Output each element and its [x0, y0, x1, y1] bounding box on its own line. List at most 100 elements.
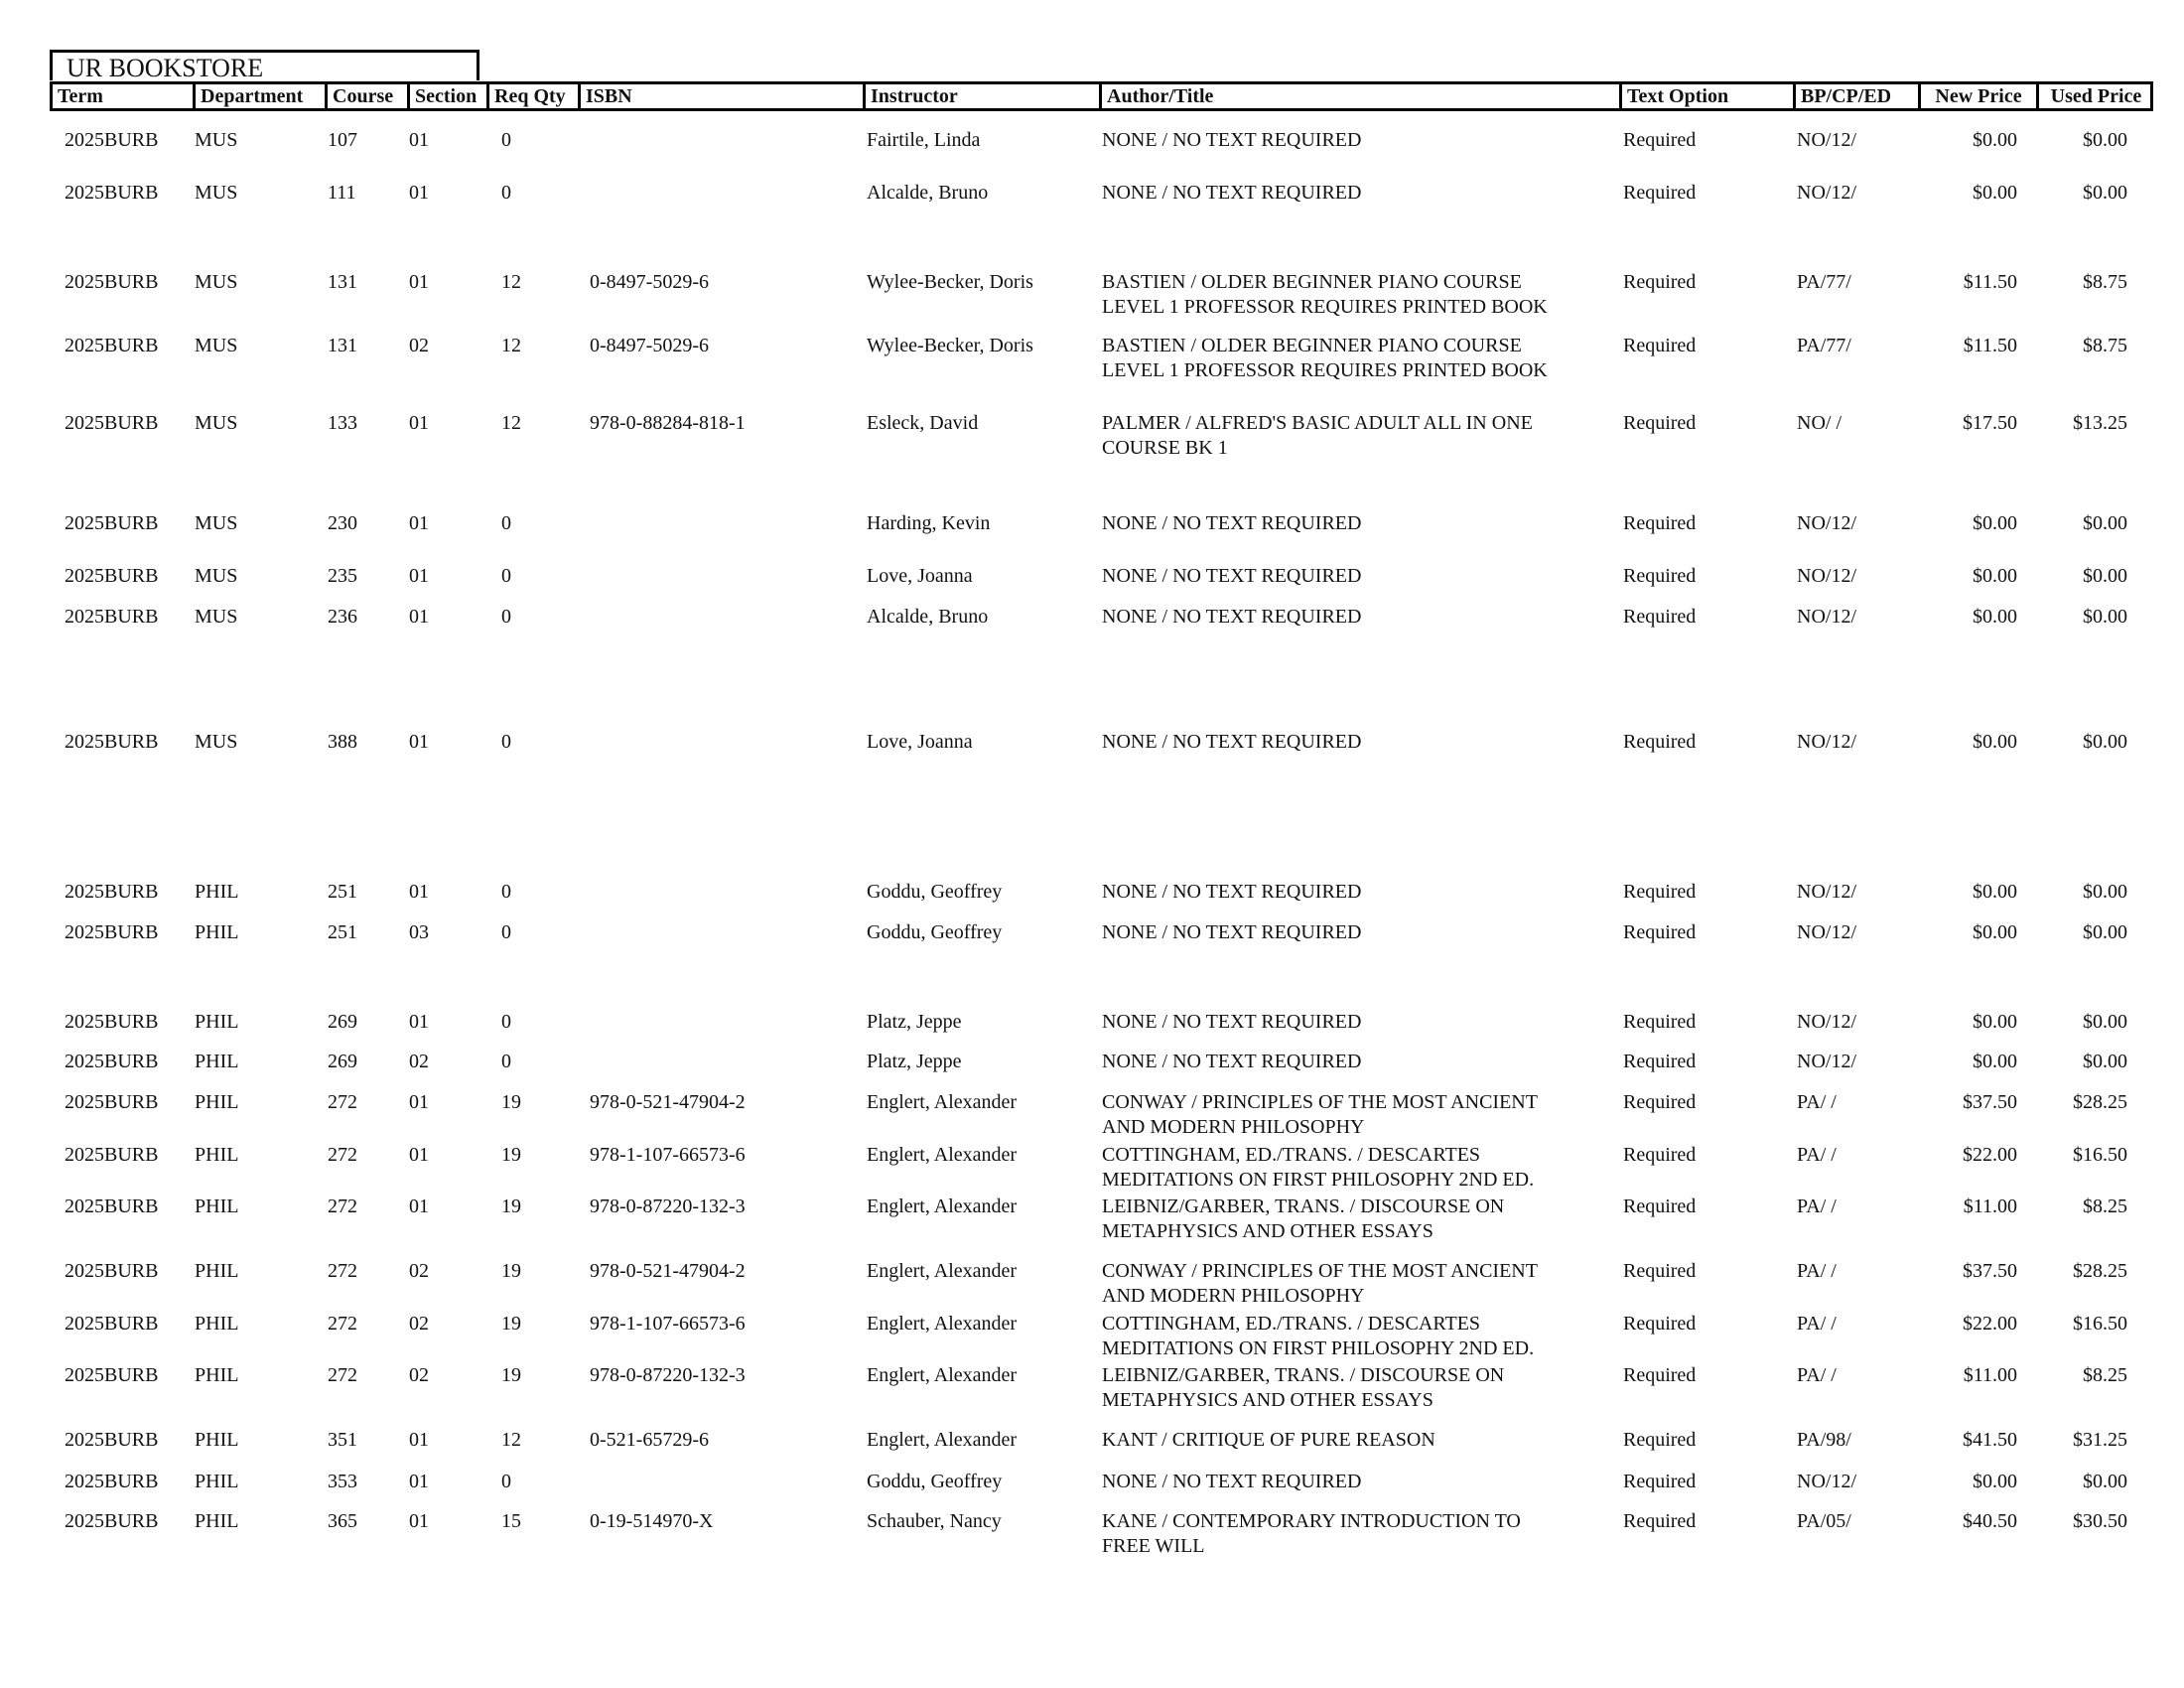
cell-section: 02: [409, 335, 429, 356]
cell-option: Required: [1623, 271, 1697, 293]
cell-instructor: Englert, Alexander: [867, 1260, 1018, 1282]
cell-term: 2025BURB: [65, 1313, 159, 1335]
cell-bp: PA/ /: [1797, 1364, 1837, 1386]
cell-instructor: Love, Joanna: [867, 565, 973, 587]
cell-term: 2025BURB: [65, 1011, 159, 1033]
cell-option: Required: [1623, 1313, 1697, 1335]
cell-qty: 19: [501, 1364, 521, 1386]
cell-dept: MUS: [195, 412, 238, 434]
cell-option: Required: [1623, 1051, 1697, 1072]
cell-course: 388: [328, 731, 357, 753]
cell-dept: PHIL: [195, 1313, 239, 1335]
cell-new-price: $11.50: [1963, 335, 2017, 356]
cell-title: NONE / NO TEXT REQUIRED: [1102, 1051, 1362, 1072]
cell-option: Required: [1623, 1429, 1697, 1451]
cell-instructor: Platz, Jeppe: [867, 1051, 962, 1072]
cell-used-price: $30.50: [2073, 1510, 2127, 1532]
cell-used-price: $0.00: [2083, 1011, 2127, 1033]
column-header: Instructor: [863, 84, 1099, 108]
cell-new-price: $37.50: [1963, 1260, 2017, 1282]
cell-section: 01: [409, 1429, 429, 1451]
cell-term: 2025BURB: [65, 1051, 159, 1072]
cell-bp: NO/12/: [1797, 731, 1856, 753]
cell-bp: NO/12/: [1797, 129, 1856, 151]
cell-instructor: Goddu, Geoffrey: [867, 921, 1003, 943]
cell-dept: MUS: [195, 271, 238, 293]
cell-new-price: $0.00: [1973, 512, 2017, 534]
cell-dept: PHIL: [195, 1364, 239, 1386]
column-header: Term: [58, 85, 103, 107]
cell-new-price: $0.00: [1973, 182, 2017, 204]
cell-isbn: 0-521-65729-6: [590, 1429, 709, 1451]
cell-dept: PHIL: [195, 1091, 239, 1113]
cell-instructor: Englert, Alexander: [867, 1091, 1018, 1113]
cell-section: 01: [409, 1196, 429, 1217]
cell-course: 272: [328, 1260, 357, 1282]
cell-used-price: $0.00: [2083, 182, 2127, 204]
cell-bp: NO/12/: [1797, 1011, 1856, 1033]
cell-title: LEIBNIZ/GARBER, TRANS. / DISCOURSE ON MET…: [1102, 1364, 1505, 1411]
cell-option: Required: [1623, 606, 1697, 628]
cell-new-price: $41.50: [1963, 1429, 2017, 1451]
cell-qty: 12: [501, 271, 521, 293]
cell-isbn: 978-0-87220-132-3: [590, 1364, 746, 1386]
cell-section: 01: [409, 1011, 429, 1033]
cell-option: Required: [1623, 1091, 1697, 1113]
cell-course: 131: [328, 335, 357, 356]
cell-title: CONWAY / PRINCIPLES OF THE MOST ANCIENT A…: [1102, 1260, 1538, 1307]
cell-new-price: $11.00: [1963, 1364, 2017, 1386]
cell-qty: 12: [501, 335, 521, 356]
cell-instructor: Platz, Jeppe: [867, 1011, 962, 1033]
cell-course: 272: [328, 1196, 357, 1217]
cell-term: 2025BURB: [65, 565, 159, 587]
cell-course: 272: [328, 1091, 357, 1113]
cell-qty: 12: [501, 412, 521, 434]
cell-instructor: Harding, Kevin: [867, 512, 991, 534]
cell-title: NONE / NO TEXT REQUIRED: [1102, 881, 1362, 903]
cell-instructor: Englert, Alexander: [867, 1429, 1018, 1451]
cell-option: Required: [1623, 881, 1697, 903]
cell-title: NONE / NO TEXT REQUIRED: [1102, 606, 1362, 628]
cell-term: 2025BURB: [65, 412, 159, 434]
cell-instructor: Love, Joanna: [867, 731, 973, 753]
cell-used-price: $0.00: [2083, 129, 2127, 151]
cell-dept: PHIL: [195, 1144, 239, 1166]
cell-section: 01: [409, 1144, 429, 1166]
cell-instructor: Alcalde, Bruno: [867, 182, 989, 204]
column-header: ISBN: [578, 84, 863, 108]
cell-section: 01: [409, 1091, 429, 1113]
column-header: Department: [193, 84, 325, 108]
cell-option: Required: [1623, 1471, 1697, 1492]
cell-option: Required: [1623, 1011, 1697, 1033]
cell-bp: PA/ /: [1797, 1196, 1837, 1217]
cell-used-price: $8.75: [2083, 271, 2127, 293]
cell-used-price: $28.25: [2073, 1260, 2127, 1282]
cell-term: 2025BURB: [65, 731, 159, 753]
cell-option: Required: [1623, 1364, 1697, 1386]
cell-section: 02: [409, 1313, 429, 1335]
cell-dept: PHIL: [195, 1260, 239, 1282]
cell-bp: NO/12/: [1797, 606, 1856, 628]
cell-instructor: Wylee-Becker, Doris: [867, 335, 1033, 356]
cell-qty: 0: [501, 1471, 511, 1492]
cell-new-price: $22.00: [1963, 1144, 2017, 1166]
cell-new-price: $11.50: [1963, 271, 2017, 293]
cell-bp: PA/05/: [1797, 1510, 1851, 1532]
cell-isbn: 978-1-107-66573-6: [590, 1144, 746, 1166]
cell-used-price: $13.25: [2073, 412, 2127, 434]
cell-term: 2025BURB: [65, 512, 159, 534]
cell-instructor: Englert, Alexander: [867, 1364, 1018, 1386]
cell-option: Required: [1623, 1196, 1697, 1217]
cell-option: Required: [1623, 182, 1697, 204]
cell-isbn: 978-0-87220-132-3: [590, 1196, 746, 1217]
cell-term: 2025BURB: [65, 1260, 159, 1282]
cell-dept: MUS: [195, 731, 238, 753]
cell-section: 01: [409, 565, 429, 587]
cell-term: 2025BURB: [65, 921, 159, 943]
cell-new-price: $0.00: [1973, 921, 2017, 943]
cell-section: 01: [409, 412, 429, 434]
cell-new-price: $0.00: [1973, 129, 2017, 151]
cell-section: 02: [409, 1260, 429, 1282]
cell-bp: PA/ /: [1797, 1091, 1837, 1113]
cell-course: 235: [328, 565, 357, 587]
